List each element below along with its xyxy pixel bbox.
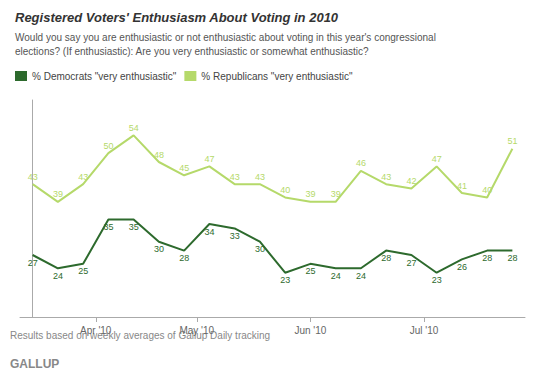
svg-text:Jul '10: Jul '10 (410, 325, 439, 336)
svg-text:35: 35 (103, 222, 113, 232)
svg-text:Would you say you are enthusia: Would you say you are enthusiastic or no… (15, 32, 436, 43)
svg-text:28: 28 (507, 253, 517, 263)
svg-text:40: 40 (482, 185, 492, 195)
svg-text:GALLUP: GALLUP (10, 357, 59, 371)
svg-text:41: 41 (457, 181, 467, 191)
svg-text:45: 45 (179, 163, 189, 173)
svg-text:27: 27 (406, 258, 416, 268)
svg-text:30: 30 (154, 244, 164, 254)
svg-text:24: 24 (53, 271, 63, 281)
svg-text:24: 24 (356, 271, 366, 281)
svg-text:40: 40 (280, 185, 290, 195)
svg-text:25: 25 (305, 266, 315, 276)
svg-text:30: 30 (255, 244, 265, 254)
svg-text:Results based on weekly averag: Results based on weekly averages of Gall… (10, 330, 270, 341)
svg-text:28: 28 (482, 253, 492, 263)
svg-text:% Democrats "very enthusiastic: % Democrats "very enthusiastic" (32, 71, 177, 82)
svg-text:54: 54 (129, 123, 139, 133)
svg-text:47: 47 (432, 154, 442, 164)
svg-text:43: 43 (28, 172, 38, 182)
svg-text:elections? (If enthusiastic):: elections? (If enthusiastic): Are you ve… (15, 46, 369, 57)
svg-text:28: 28 (381, 253, 391, 263)
svg-text:39: 39 (53, 189, 63, 199)
svg-text:% Republicans "very enthusiast: % Republicans "very enthusiastic" (201, 71, 353, 82)
svg-text:Registered Voters' Enthusiasm: Registered Voters' Enthusiasm About Voti… (15, 10, 339, 25)
svg-text:43: 43 (230, 172, 240, 182)
svg-text:23: 23 (280, 275, 290, 285)
svg-text:39: 39 (305, 189, 315, 199)
svg-text:51: 51 (507, 136, 517, 146)
svg-text:25: 25 (78, 266, 88, 276)
svg-text:May '10: May '10 (179, 325, 214, 336)
svg-text:47: 47 (204, 154, 214, 164)
svg-text:35: 35 (129, 222, 139, 232)
svg-text:27: 27 (28, 258, 38, 268)
svg-text:Jun '10: Jun '10 (294, 325, 326, 336)
svg-text:43: 43 (381, 172, 391, 182)
svg-text:46: 46 (356, 158, 366, 168)
svg-text:Apr '10: Apr '10 (80, 325, 112, 336)
svg-text:43: 43 (78, 172, 88, 182)
svg-text:24: 24 (331, 271, 341, 281)
svg-text:23: 23 (432, 275, 442, 285)
svg-text:48: 48 (154, 150, 164, 160)
svg-text:28: 28 (179, 253, 189, 263)
svg-text:34: 34 (204, 227, 214, 237)
svg-text:33: 33 (230, 231, 240, 241)
svg-text:50: 50 (103, 141, 113, 151)
svg-text:39: 39 (331, 189, 341, 199)
svg-text:26: 26 (457, 262, 467, 272)
svg-text:42: 42 (406, 176, 416, 186)
svg-text:43: 43 (255, 172, 265, 182)
